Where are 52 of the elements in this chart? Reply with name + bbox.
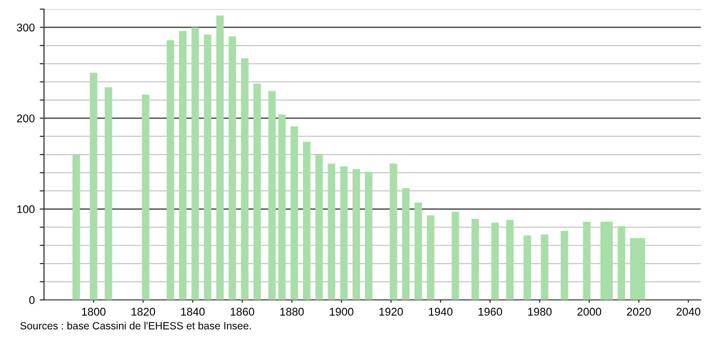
- bar: [414, 202, 422, 300]
- x-tick-label: 1840: [181, 308, 205, 316]
- y-tick-label: 0: [29, 296, 35, 304]
- bar: [179, 30, 187, 300]
- bar: [253, 84, 261, 300]
- bar: [426, 215, 434, 300]
- y-tick-label: 100: [17, 205, 35, 214]
- x-tick-label: 1820: [132, 308, 156, 316]
- x-tick-label: 1900: [330, 308, 354, 316]
- bar: [166, 40, 174, 300]
- bar: [204, 34, 212, 300]
- x-tick-label: 2020: [627, 308, 651, 316]
- x-tick-label: 1980: [528, 308, 552, 316]
- bar: [452, 212, 460, 300]
- bar: [340, 166, 348, 300]
- bar: [618, 226, 626, 300]
- bar: [142, 94, 150, 300]
- x-tick-label: 2000: [577, 308, 602, 316]
- bar: [90, 72, 98, 300]
- y-tick-label: 300: [16, 24, 35, 32]
- bar: [315, 154, 323, 300]
- bar: [364, 172, 372, 300]
- bar: [390, 164, 398, 300]
- bar: [328, 164, 336, 300]
- bar: [583, 222, 590, 300]
- bar: [278, 114, 286, 300]
- bar: [352, 169, 360, 300]
- bar: [560, 230, 568, 300]
- bar: [191, 27, 199, 300]
- source-note: Sources : base Cassini de l'EHESS et base Insee.: [20, 322, 251, 330]
- bar: [104, 87, 112, 300]
- bar: [540, 234, 548, 300]
- bar: [72, 154, 80, 300]
- bar: [228, 36, 236, 300]
- x-tick-label: 1940: [429, 308, 452, 316]
- bar: [524, 235, 532, 300]
- y-tick-label: 200: [17, 114, 35, 122]
- x-tick-label: 1880: [280, 308, 304, 316]
- bar: [491, 222, 499, 300]
- bar: [506, 220, 514, 300]
- bar: [472, 219, 479, 300]
- bar: [216, 16, 224, 300]
- bar: [402, 188, 410, 300]
- x-tick-label: 1800: [82, 308, 106, 316]
- x-tick-label: 1920: [379, 308, 403, 316]
- bar: [303, 142, 310, 300]
- x-tick-label: 1860: [230, 308, 254, 316]
- bar: [290, 126, 298, 300]
- bar: [241, 58, 248, 300]
- x-tick-label: 1960: [478, 308, 502, 316]
- x-tick-label: 2040: [676, 308, 700, 316]
- bar: [268, 90, 276, 300]
